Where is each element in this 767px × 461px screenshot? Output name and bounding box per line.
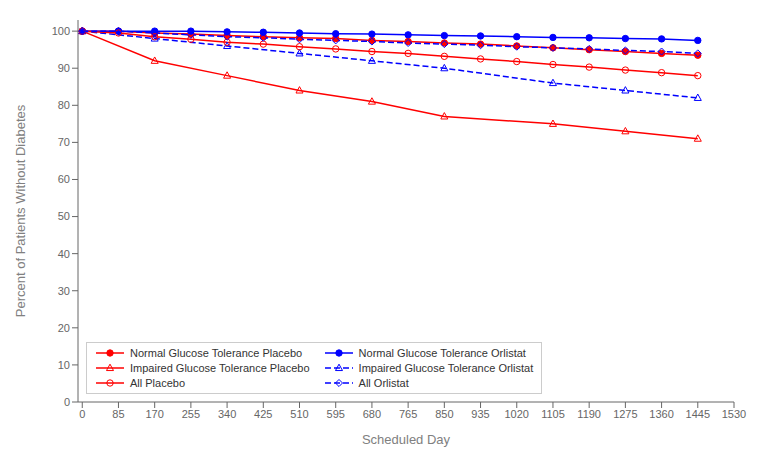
svg-text:100: 100 bbox=[52, 25, 70, 37]
html-text:Impaired Glucose Tolerance Orl: Impaired Glucose Tolerance Orlistat bbox=[358, 362, 534, 374]
svg-text:85: 85 bbox=[112, 408, 124, 420]
svg-text:80: 80 bbox=[58, 99, 70, 111]
svg-text:70: 70 bbox=[58, 136, 70, 148]
svg-text:1530: 1530 bbox=[722, 408, 746, 420]
svg-text:30: 30 bbox=[58, 285, 70, 297]
svg-text:425: 425 bbox=[254, 408, 272, 420]
svg-text:0: 0 bbox=[64, 396, 70, 408]
html-text:Impaired Glucose Tolerance Pla: Impaired Glucose Tolerance Placebo bbox=[130, 362, 310, 374]
svg-text:1360: 1360 bbox=[649, 408, 673, 420]
svg-text:680: 680 bbox=[363, 408, 381, 420]
svg-text:1445: 1445 bbox=[686, 408, 710, 420]
svg-text:340: 340 bbox=[218, 408, 236, 420]
svg-text:255: 255 bbox=[182, 408, 200, 420]
svg-text:Percent of Patients Without Di: Percent of Patients Without Diabetes bbox=[13, 104, 28, 317]
html-text:Normal Glucose Tolerance Place: Normal Glucose Tolerance Placebo bbox=[130, 347, 303, 359]
svg-text:935: 935 bbox=[471, 408, 489, 420]
svg-text:50: 50 bbox=[58, 210, 70, 222]
svg-text:595: 595 bbox=[327, 408, 345, 420]
html-text:Normal Glucose Tolerance Orlis: Normal Glucose Tolerance Orlistat bbox=[358, 347, 526, 359]
svg-text:10: 10 bbox=[58, 359, 70, 371]
svg-text:60: 60 bbox=[58, 173, 70, 185]
svg-text:170: 170 bbox=[145, 408, 163, 420]
svg-text:1105: 1105 bbox=[541, 408, 565, 420]
svg-text:Scheduled Day: Scheduled Day bbox=[362, 432, 451, 447]
svg-text:1190: 1190 bbox=[577, 408, 601, 420]
svg-text:510: 510 bbox=[290, 408, 308, 420]
svg-text:0: 0 bbox=[79, 408, 85, 420]
svg-text:1020: 1020 bbox=[505, 408, 529, 420]
html-text:All Orlistat: All Orlistat bbox=[358, 377, 409, 389]
svg-text:20: 20 bbox=[58, 322, 70, 334]
svg-text:850: 850 bbox=[435, 408, 453, 420]
svg-text:765: 765 bbox=[399, 408, 417, 420]
svg-text:90: 90 bbox=[58, 62, 70, 74]
html-text:All Placebo: All Placebo bbox=[130, 377, 185, 389]
svg-text:1275: 1275 bbox=[613, 408, 637, 420]
svg-text:40: 40 bbox=[58, 248, 70, 260]
